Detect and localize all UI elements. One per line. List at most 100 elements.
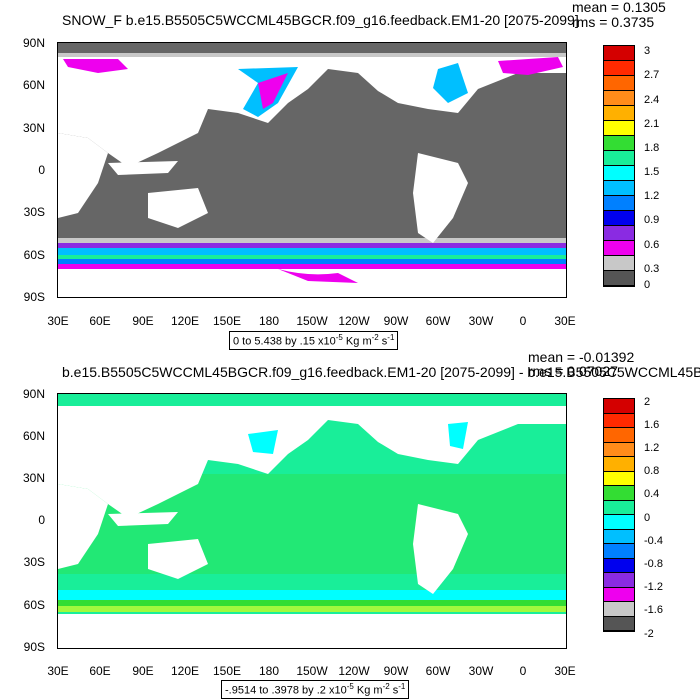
lat-label: 60S (23, 248, 45, 262)
colorbar-cell (604, 602, 634, 617)
colorbar-cell (604, 413, 634, 428)
panel1-map (57, 42, 567, 298)
cbar-label: -0.8 (644, 558, 663, 570)
diff-atlantic-cyan (448, 422, 468, 449)
colorbar-cell (604, 271, 634, 286)
australia-land (148, 188, 208, 228)
colorbar-cell (604, 91, 634, 106)
range-text: -.9514 to .3978 by .2 x10 (225, 684, 347, 697)
colorbar-cell (604, 399, 634, 414)
cbar-label: 1.8 (644, 142, 660, 154)
colorbar-cell (604, 558, 634, 573)
panel1-range-box: 0 to 5.438 by .15 x10-5 Kg m-2 s-1 (229, 331, 399, 350)
antarctica-land (58, 269, 566, 297)
lat-label: 30S (23, 555, 45, 569)
range-exp: -5 (346, 682, 354, 691)
diff-arctic (58, 394, 566, 406)
lon-label: 150E (212, 664, 242, 678)
lat-label: 30N (22, 121, 45, 135)
cbar-label: 3 (644, 45, 651, 57)
panel2-title: b.e15.B5505C5WCCML45BGCR.f09_g16.feedbac… (62, 364, 700, 380)
cbar-label: 0 (644, 512, 651, 524)
lat-label: 90S (23, 640, 45, 654)
colorbar-cell (604, 241, 634, 256)
lon-label: 180 (258, 314, 280, 328)
range-units-exp: -2 (382, 682, 390, 691)
cbar-label: -1.2 (644, 581, 663, 593)
lat-label: 30S (23, 205, 45, 219)
colorbar-cell (604, 457, 634, 472)
cbar-label: -2 (644, 628, 654, 640)
lat-label: 90N (22, 36, 45, 50)
lon-label: 30E (47, 314, 69, 328)
colorbar-cell (604, 106, 634, 121)
lat-label: 60S (23, 598, 45, 612)
antarctic-magenta-band (58, 264, 566, 269)
range-units-exp2: -1 (398, 682, 406, 691)
scandinavia-snow (498, 57, 563, 75)
colorbar-cell (604, 442, 634, 457)
colorbar-cell (604, 166, 634, 181)
diff-southern-green (58, 600, 566, 606)
lon-label: 90W (383, 314, 409, 328)
range-text: 0 to 5.438 by .15 x10 (233, 335, 336, 348)
colorbar-cell (604, 256, 634, 271)
cbar-label: -0.4 (644, 535, 663, 547)
colorbar-cell (604, 471, 634, 486)
lon-label: 150E (212, 314, 242, 328)
antarctic-green-band (58, 255, 566, 260)
lon-label: 150W (296, 314, 328, 328)
lat-label: 0 (38, 513, 45, 527)
cbar-label: 0 (644, 279, 651, 291)
lat-label: 60N (22, 78, 45, 92)
panel2-rms: rms = 0.07027 (528, 363, 618, 379)
range-units-exp: -2 (371, 333, 379, 342)
cbar-label: 2.1 (644, 118, 660, 130)
range-units-tail: s (389, 684, 399, 697)
diff-south-america-land (413, 504, 468, 594)
arctic-ice (58, 53, 566, 57)
lon-label: 60E (89, 664, 111, 678)
lon-label: 120W (338, 664, 370, 678)
antarctic-blue-band (58, 248, 566, 256)
panel2-map-svg (58, 394, 566, 648)
cbar-label: 0.8 (644, 465, 660, 477)
diff-southern-cyan (58, 590, 566, 600)
panel2-colorbar (603, 398, 635, 632)
cbar-label: 0.4 (644, 488, 660, 500)
diff-maritime-continent (108, 512, 178, 526)
lon-label: 30W (468, 314, 494, 328)
lon-label: 30E (554, 664, 576, 678)
cbar-label: 1.2 (644, 190, 660, 202)
lon-label: 30W (468, 664, 494, 678)
lon-label: 0 (519, 314, 527, 328)
colorbar-cell (604, 61, 634, 76)
lon-label: 30E (554, 314, 576, 328)
colorbar-cell (604, 587, 634, 602)
colorbar-cell (604, 529, 634, 544)
lon-label: 180 (258, 664, 280, 678)
colorbar-cell (604, 544, 634, 559)
cbar-label: 1.6 (644, 419, 660, 431)
lon-label: 60E (89, 314, 111, 328)
colorbar-cell (604, 573, 634, 588)
panel1-map-svg (58, 43, 566, 297)
lon-label: 60W (425, 664, 451, 678)
cbar-label: 2.4 (644, 94, 660, 106)
lat-label: 30N (22, 471, 45, 485)
range-units: Kg m (342, 335, 372, 348)
colorbar-cell (604, 486, 634, 501)
colorbar-cell (604, 76, 634, 91)
range-units-tail: s (378, 335, 388, 348)
range-units: Kg m (353, 684, 383, 697)
colorbar-cell (604, 121, 634, 136)
panel2-map (57, 393, 567, 649)
colorbar-cell (604, 226, 634, 241)
colorbar-cell (604, 181, 634, 196)
lat-label: 90N (22, 387, 45, 401)
colorbar-cell (604, 196, 634, 211)
lat-label: 90S (23, 290, 45, 304)
lat-label: 0 (38, 163, 45, 177)
panel2-mean: mean = -0.01392 (528, 349, 635, 365)
lon-label: 90E (132, 664, 154, 678)
